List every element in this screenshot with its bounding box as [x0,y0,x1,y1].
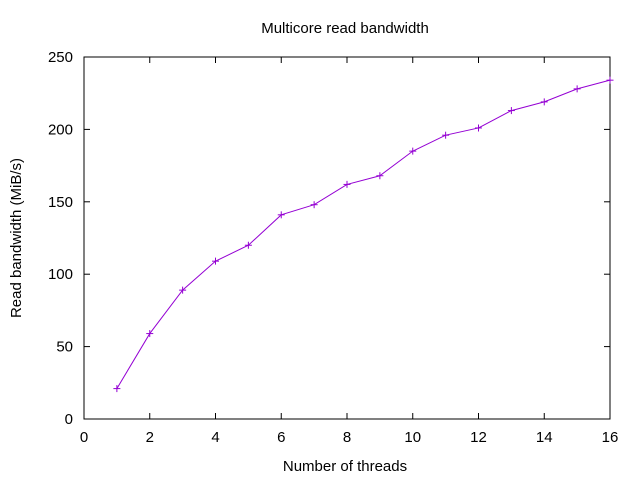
x-tick-label: 6 [277,429,285,446]
data-point [212,257,219,265]
data-point [343,180,351,188]
data-points [113,76,614,393]
data-point [244,241,252,249]
x-axis-label: Number of threads [283,458,407,475]
x-axis: 0 2 4 6 8 10 12 14 16 [80,57,619,446]
x-tick-label: 10 [404,429,421,446]
x-tick-label: 12 [470,429,487,446]
data-point [179,286,187,294]
chart-title: Multicore read bandwidth [261,20,429,37]
series-line [116,79,611,389]
data-point [277,211,285,219]
x-tick-label: 0 [80,429,88,446]
data-point [507,107,515,115]
data-point [146,330,154,338]
data-point [409,147,417,155]
x-tick-label: 4 [211,429,219,446]
data-point [606,76,614,84]
data-point [540,98,548,106]
data-point [573,85,581,93]
y-tick-label: 50 [56,339,73,356]
y-tick-label: 100 [48,266,73,283]
plot-frame [83,56,611,420]
x-tick-label: 2 [146,429,154,446]
y-axis-label: Read bandwidth (MiB/s) [8,158,25,318]
y-tick-label: 0 [65,411,73,428]
y-axis: 0 50 100 150 200 250 [48,49,610,428]
y-tick-label: 250 [48,49,73,66]
data-point [442,131,450,139]
data-point [376,172,384,180]
y-tick-label: 200 [48,121,73,138]
x-tick-label: 8 [343,429,351,446]
data-point [475,124,482,132]
data-point [310,201,318,209]
x-tick-label: 14 [536,429,553,446]
data-point [113,385,121,393]
x-tick-label: 16 [602,429,619,446]
y-tick-label: 150 [48,194,73,211]
